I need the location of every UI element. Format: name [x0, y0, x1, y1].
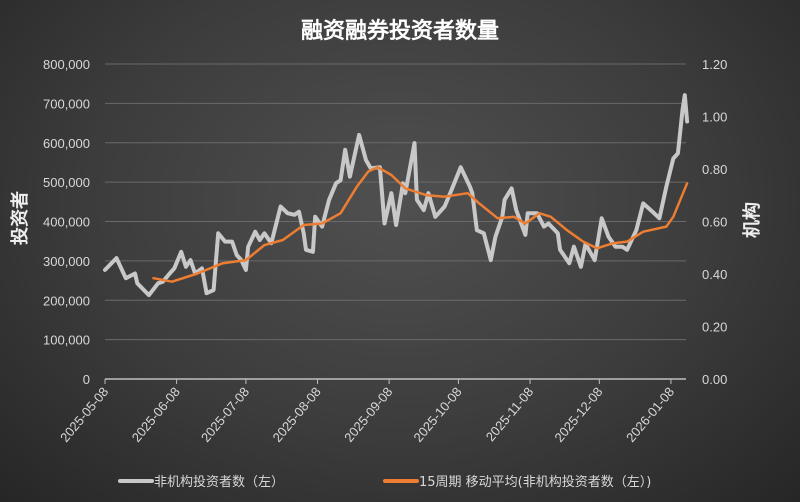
y2-tick-label: 0.20	[702, 320, 727, 335]
right-axis-title: 机构	[741, 202, 763, 238]
y-tick-label: 0	[83, 372, 90, 387]
x-tick-label: 2025-05-08	[57, 384, 111, 445]
y2-tick-label: 0.00	[702, 372, 727, 387]
right-axis-ticks: 0.00 0.20 0.40 0.60 0.80 1.00 1.20	[702, 57, 727, 387]
x-tick-label: 2025-09-08	[341, 384, 395, 445]
left-axis-ticks: 0 100,000 200,000 300,000 400,000 500,000 600,…	[43, 57, 90, 387]
x-tick-label: 2025-11-08	[483, 384, 537, 444]
legend: 非机构投资者数（左） 15周期 移动平均(非机构投资者数（左）)	[118, 474, 651, 490]
y2-tick-label: 1.00	[702, 110, 727, 125]
x-tick-label: 2025-08-08	[270, 384, 324, 445]
series-moving-average-line	[152, 165, 689, 283]
legend-label-series-2: 15周期 移动平均(非机构投资者数（左）)	[419, 474, 651, 490]
y-tick-label: 500,000	[43, 175, 90, 190]
x-tick-label: 2025-06-08	[129, 384, 183, 445]
y-tick-label: 300,000	[43, 254, 90, 269]
y-tick-label: 700,000	[43, 96, 90, 111]
series-lines	[103, 93, 690, 298]
y-tick-label: 400,000	[43, 215, 90, 230]
left-axis-title: 投资者	[9, 191, 31, 245]
x-tick-label: 2025-10-08	[410, 384, 464, 445]
y2-tick-label: 0.40	[702, 267, 727, 282]
gridlines	[105, 63, 686, 341]
y-tick-label: 800,000	[43, 57, 90, 72]
y2-tick-label: 1.20	[702, 57, 727, 72]
x-tick-label: 2025-12-08	[551, 384, 605, 445]
chart-title: 融资融券投资者数量	[301, 18, 499, 44]
y-tick-label: 100,000	[43, 333, 90, 348]
series-non-institutional-investors-line	[103, 93, 690, 298]
legend-label-series-1: 非机构投资者数（左）	[154, 474, 284, 490]
x-tick-label: 2026-01-08	[623, 384, 677, 445]
x-tick-label: 2025-07-08	[198, 384, 252, 445]
y-tick-label: 600,000	[43, 136, 90, 151]
x-axis-ticks: 2025-05-08 2025-06-08 2025-07-08 2025-08-08…	[57, 379, 677, 445]
y2-tick-label: 0.60	[702, 215, 727, 230]
y2-tick-label: 0.80	[702, 162, 727, 177]
y-tick-label: 200,000	[43, 293, 90, 308]
